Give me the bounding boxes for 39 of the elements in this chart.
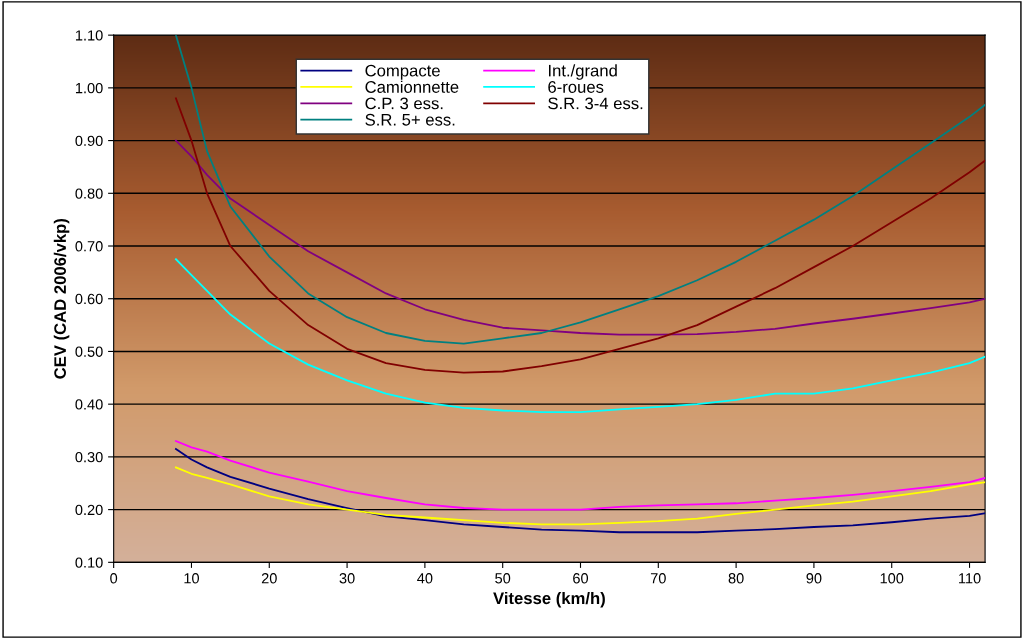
x-tick-label: 50 [495,573,511,584]
y-tick-label: 1.10 [75,30,103,41]
x-tick-label: 80 [728,573,744,584]
line-series [175,440,986,511]
y-tick-label: 0.60 [75,293,103,305]
y-tick-label: 0.30 [75,451,103,463]
legend-label: S.R. 5+ ess. [365,113,455,126]
x-tick-label: 10 [184,573,200,584]
line-series [175,35,986,345]
legend-label: Compacte [365,64,440,80]
line-series [175,97,986,374]
y-tick-label: 0.80 [75,188,103,199]
x-tick-label: 90 [806,573,822,584]
x-tick-label: 30 [339,573,355,584]
y-tick-label: 0.10 [75,557,103,568]
x-axis-title: Vitesse (km/h) [493,591,605,608]
x-tick-label: 0 [110,573,118,584]
x-tick-label: 100 [880,573,904,584]
legend-label: Int./grand [548,64,617,80]
y-tick-label: 0.90 [75,135,103,147]
line-series [175,139,986,336]
y-tick-label: 0.70 [75,241,103,252]
legend-label: Camionnette [365,80,459,93]
y-tick-label: 0.50 [75,346,103,357]
legend-label: S.R. 3-4 ess. [548,97,643,110]
x-tick-label: 110 [959,573,981,584]
y-axis-title: CEV (CAD 2006/vkp) [53,218,70,379]
line-series [175,448,986,534]
line-series [175,258,986,413]
y-tick-label: 0.40 [75,399,103,410]
line-series [175,466,986,526]
y-tick-label: 1.00 [75,82,103,94]
legend-label: 6-roues [548,81,604,93]
x-tick-label: 20 [261,573,277,584]
legend-label: C.P. 3 ess. [365,97,443,110]
x-tick-label: 60 [573,573,589,584]
x-tick-label: 40 [417,573,433,584]
x-tick-label: 70 [650,573,666,584]
y-tick-label: 0.20 [75,504,103,516]
